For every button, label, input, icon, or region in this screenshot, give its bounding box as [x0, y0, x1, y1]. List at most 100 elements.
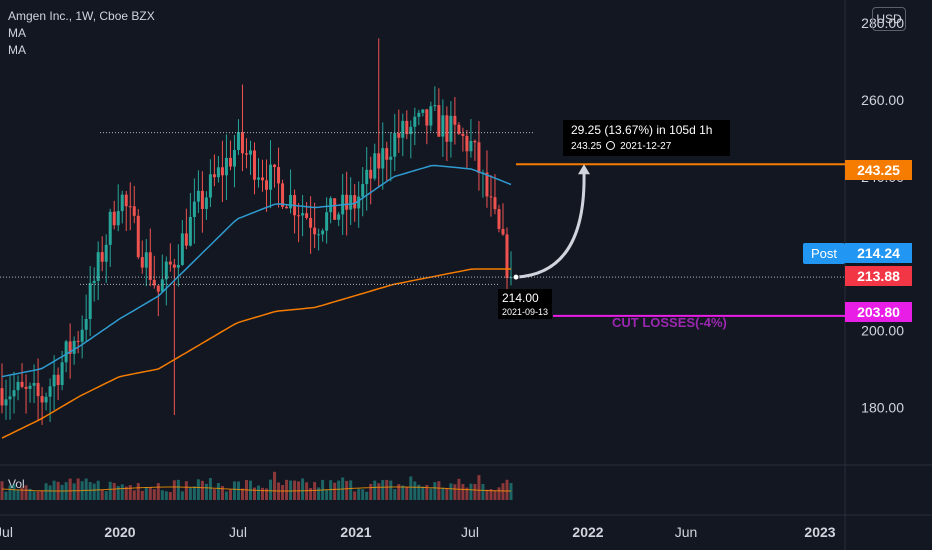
candle-body	[421, 109, 425, 113]
candle-body	[333, 198, 337, 220]
candle-body	[405, 120, 409, 135]
candle-body	[52, 374, 56, 387]
volume-bar	[397, 484, 401, 500]
candle-body	[401, 120, 405, 138]
price-tick-180.00: 180.00	[861, 399, 904, 415]
volume-bar	[337, 480, 341, 500]
anchor-date: 2021-09-13	[502, 307, 549, 317]
candle-body	[457, 124, 461, 134]
volume-bar	[128, 485, 132, 500]
candle-body	[44, 396, 48, 403]
candle-body	[172, 264, 176, 268]
volume-bar	[441, 487, 445, 500]
candle-body	[285, 206, 289, 209]
candle-body	[64, 341, 68, 363]
candle-body	[473, 140, 477, 143]
volume-bar	[377, 483, 381, 500]
candle-body	[317, 234, 321, 236]
anchor-label: 214.00 2021-09-13	[498, 289, 552, 319]
clock-icon	[606, 141, 616, 150]
cut-losses-label: CUT LOSSES(-4%)	[612, 315, 727, 330]
volume-bar	[429, 488, 433, 500]
time-label-2021: 2021	[340, 524, 371, 540]
candle-body	[200, 190, 204, 209]
volume-bar	[152, 489, 156, 500]
volume-bar	[136, 483, 140, 500]
volume-bars	[0, 471, 513, 500]
volume-bar	[333, 482, 337, 500]
projection-price: 243.25	[571, 141, 602, 152]
volume-bar	[20, 487, 24, 500]
candle-body	[84, 319, 88, 330]
volume-bar	[28, 488, 32, 500]
volume-bar	[369, 483, 373, 500]
currency-button[interactable]: USD	[872, 7, 906, 31]
volume-bar	[433, 482, 437, 500]
candle-body	[240, 132, 244, 154]
candle-body	[76, 340, 80, 342]
candle-body	[216, 167, 220, 178]
ma-indicator-2[interactable]: MA	[8, 43, 26, 57]
candle-body	[56, 374, 60, 385]
volume-bar	[4, 491, 8, 500]
candle-body	[108, 211, 112, 245]
price-tick-260.00: 260.00	[861, 92, 904, 108]
candle-body	[188, 217, 192, 246]
candle-body	[60, 362, 64, 385]
volume-bar	[144, 487, 148, 500]
candle-body	[88, 283, 92, 320]
post-price-tag: 214.24	[845, 243, 912, 263]
volume-bar	[345, 480, 349, 500]
candle-body	[220, 167, 224, 176]
volume-label: Vol	[8, 477, 25, 491]
candle-body	[261, 177, 265, 181]
volume-bar	[148, 487, 152, 500]
candle-body	[377, 153, 381, 169]
candle-body	[469, 140, 473, 152]
candle-body	[433, 105, 437, 107]
time-label-2023: 2023	[804, 524, 835, 540]
volume-bar	[425, 485, 429, 500]
volume-bar	[116, 485, 120, 500]
candle-body	[465, 135, 469, 152]
candle-body	[393, 133, 397, 157]
ma-indicator-1[interactable]: MA	[8, 26, 26, 40]
candle-body	[329, 198, 333, 213]
candle-body	[224, 157, 228, 176]
volume-bar	[401, 485, 405, 500]
volume-bar	[208, 478, 212, 500]
price-tick-280.00: 280.00	[861, 15, 904, 31]
candle-body	[128, 206, 132, 208]
candle-body	[385, 148, 389, 160]
volume-bar	[132, 490, 136, 500]
volume-bar	[469, 483, 473, 500]
volume-bar	[164, 491, 168, 500]
candle-body	[313, 227, 317, 235]
volume-bar	[293, 480, 297, 500]
candle-body	[204, 197, 208, 209]
volume-bar	[493, 490, 497, 500]
volume-bar	[357, 488, 361, 500]
volume-bar	[409, 476, 413, 500]
candle-body	[281, 183, 285, 207]
candle-body	[248, 150, 252, 155]
volume-bar	[393, 489, 397, 500]
candle-body	[489, 196, 493, 198]
candle-body	[136, 215, 140, 258]
volume-bar	[196, 479, 200, 500]
volume-bar	[72, 483, 76, 500]
time-label-2022: 2022	[572, 524, 603, 540]
candle-body	[68, 341, 72, 354]
last-price-tag: 213.88	[845, 266, 912, 286]
volume-bar	[301, 478, 305, 500]
candle-body	[160, 279, 164, 292]
ma-long-line	[1, 268, 511, 439]
candle-body	[48, 386, 52, 397]
volume-bar	[489, 489, 493, 500]
candle-body	[212, 174, 216, 178]
candle-body	[112, 211, 116, 226]
candle-body	[116, 211, 120, 226]
candle-body	[297, 215, 301, 217]
chart-legend: Amgen Inc., 1W, Cboe BZX MA MA	[8, 8, 155, 59]
